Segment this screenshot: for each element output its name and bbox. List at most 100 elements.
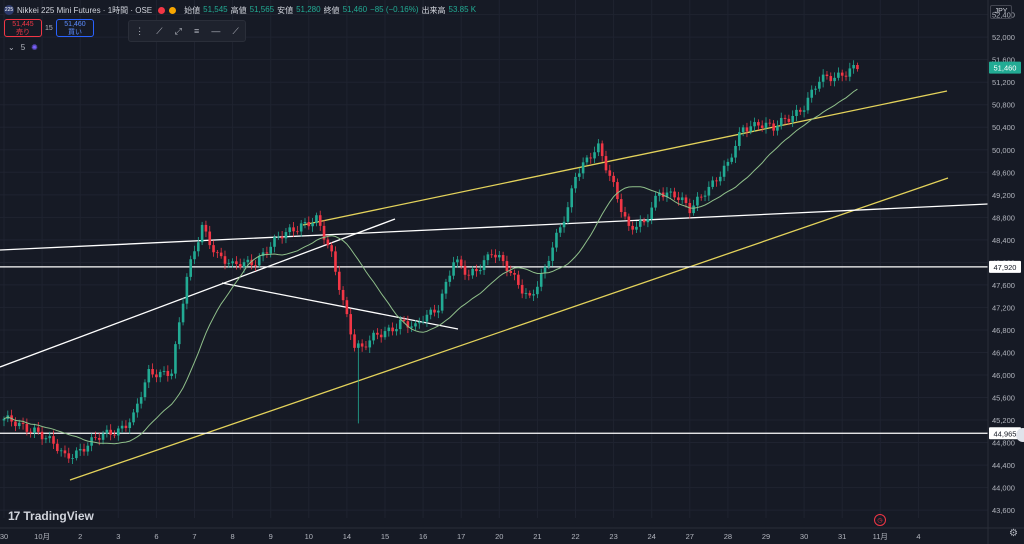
y-tick-label: 44,400 [992,461,1015,470]
candle-body [75,450,78,459]
candle-body [475,268,478,272]
candle-body [574,176,577,189]
candle-body [101,433,105,440]
level-price-tag [989,427,1021,440]
x-tick-label: 29 [762,532,770,541]
candle-body [467,274,471,276]
extended-line-icon[interactable]: ⟋ [232,25,239,36]
white-ray-down [221,282,459,330]
candle-body [558,227,562,233]
candle-body [768,122,772,124]
candle-body [440,293,444,311]
candle-body [738,132,741,146]
candle-body [616,182,619,200]
candle-body [36,427,40,432]
drag-handle-icon[interactable]: ⋮ [135,25,145,36]
candle-body [277,236,280,238]
candle-body [837,72,840,78]
candle-body [44,438,48,440]
candle-body [635,226,638,230]
candle-body [539,273,543,287]
candle-body [818,81,821,89]
current-price-label: 51,460 [994,64,1017,73]
drawing-layer [0,90,989,481]
candle-body [730,157,734,162]
candle-body [677,197,680,201]
trend-line-icon[interactable]: ⟋ [156,25,163,36]
candle-body [543,266,547,274]
chevron-down-icon[interactable]: ⌄ [8,43,15,52]
x-tick-label: 15 [381,532,389,541]
yellow-upper-trendline [302,90,948,226]
candle-body [471,268,474,276]
candle-body [40,431,44,440]
x-tick-label: 2 [78,532,82,541]
candle-body [619,199,623,213]
indicator-icon[interactable]: ✺ [31,43,38,52]
candle-body [524,293,528,294]
flag-icon[interactable] [158,6,166,14]
candle-body [189,259,192,277]
candle-body [787,118,791,122]
candle-body [745,127,749,132]
candle-body [383,331,387,338]
candle-body [631,225,634,230]
clock-icon[interactable]: ◷ [874,514,886,526]
candle-body [715,180,718,182]
candle-body [52,436,55,444]
candle-body [429,309,433,315]
gear-icon[interactable]: ⚙ [1009,528,1018,539]
candle-body [627,216,631,226]
buy-button[interactable]: 51,460 買い [56,19,94,37]
candle-body [318,215,322,226]
candle-body [128,422,132,429]
currency-selector[interactable]: JPY [990,5,1012,19]
x-tick-label: 4 [916,532,920,541]
indicator-count: 5 [20,43,26,52]
y-tick-label: 51,600 [992,56,1015,65]
candle-body [749,126,753,132]
candle-body [638,220,642,227]
candle-body [158,371,162,378]
y-tick-label: 47,600 [992,281,1015,290]
candle-body [136,403,139,413]
parallel-channel-icon[interactable]: ≡ [194,26,200,36]
candle-body [238,264,242,268]
candle-body [208,231,212,246]
scroll-handle[interactable] [1016,428,1024,442]
x-tick-label: 6 [154,532,158,541]
time-axis: 30 10月 2 3 6 7 8 9 10 14 15 16 17 20 21 22 23 24 27 28 29 30 3… [0,527,1024,541]
candle-body [246,259,250,263]
candle-body [810,89,814,98]
y-tick-label: 46,800 [992,326,1015,335]
x-tick-label: 10 [305,532,313,541]
delayed-icon[interactable] [169,6,177,14]
candle-body [608,170,612,176]
y-tick-label: 44,800 [992,439,1015,448]
candle-body [425,314,429,322]
symbol-logo-icon[interactable]: 225 [4,5,14,15]
candle-body [783,117,787,119]
symbol-title[interactable]: Nikkei 225 Mini Futures · 1時間 · OSE [17,5,153,15]
x-tick-label: 17 [457,532,465,541]
candle-body [528,293,532,296]
candle-body [29,431,32,433]
candle-body [269,246,272,254]
y-tick-label: 52,000 [992,33,1015,42]
y-tick-label: 45,600 [992,394,1015,403]
candle-body [684,197,688,204]
candle-body [315,215,318,223]
candle-body [311,222,314,227]
candle-body [265,252,269,254]
horizontal-line-icon[interactable]: — [211,26,221,36]
candle-body [204,224,208,232]
candle-body [433,309,436,313]
ray-icon[interactable]: ⤢ [174,25,182,36]
x-tick-label: 3 [116,532,120,541]
white-trendline [0,203,989,251]
sell-button[interactable]: 51,445 売り [4,19,42,37]
candle-body [280,236,284,239]
candle-body [536,286,539,295]
candle-body [326,239,330,246]
